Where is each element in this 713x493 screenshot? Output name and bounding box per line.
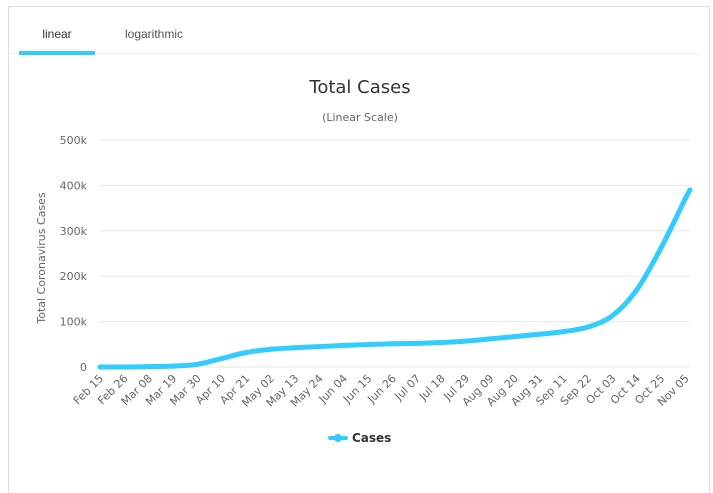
grid-lines — [100, 139, 690, 368]
data-point[interactable] — [687, 187, 693, 193]
data-point[interactable] — [146, 364, 152, 370]
data-point[interactable] — [317, 344, 323, 350]
data-point[interactable] — [121, 364, 127, 370]
data-point[interactable] — [195, 361, 201, 367]
data-point[interactable] — [219, 355, 225, 361]
tab-linear-label: linear — [42, 27, 72, 41]
y-tick-label: 200k — [60, 270, 88, 283]
legend[interactable]: Cases — [328, 431, 391, 445]
data-point[interactable] — [609, 313, 615, 319]
active-tab-indicator — [19, 51, 95, 55]
data-point[interactable] — [487, 336, 493, 342]
y-axis-ticks: 0 100k 200k 300k 400k 500k — [60, 134, 88, 374]
data-point[interactable] — [341, 342, 347, 348]
x-tick-label: Jul 18 — [416, 372, 448, 404]
x-tick-label: Jul 07 — [392, 372, 424, 404]
y-axis-label: Total Coronavirus Cases — [35, 192, 48, 325]
y-tick-label: 0 — [80, 361, 87, 374]
chart-subtitle: (Linear Scale) — [322, 111, 398, 124]
scale-tabs: linear logarithmic — [9, 7, 699, 55]
y-tick-label: 300k — [60, 225, 88, 238]
tab-logarithmic[interactable]: logarithmic — [107, 7, 201, 53]
legend-item-cases[interactable]: Cases — [352, 431, 391, 445]
data-point[interactable] — [683, 195, 689, 201]
tab-linear[interactable]: linear — [19, 7, 95, 55]
series-layer — [97, 187, 693, 370]
data-point[interactable] — [97, 364, 103, 370]
data-point[interactable] — [243, 349, 249, 355]
data-point[interactable] — [292, 345, 298, 351]
data-point[interactable] — [268, 346, 274, 352]
data-point[interactable] — [463, 338, 469, 344]
data-point[interactable] — [390, 341, 396, 347]
y-tick-label: 100k — [60, 316, 88, 329]
data-point[interactable] — [634, 287, 640, 293]
y-tick-label: 400k — [60, 179, 88, 192]
legend-symbol-marker — [334, 434, 342, 442]
data-point[interactable] — [170, 363, 176, 369]
data-point[interactable] — [585, 324, 591, 330]
data-point[interactable] — [414, 340, 420, 346]
y-tick-label: 500k — [60, 134, 88, 147]
data-point[interactable] — [439, 339, 445, 345]
chart-title: Total Cases — [308, 77, 410, 98]
chart-panel — [8, 6, 710, 493]
data-point[interactable] — [658, 245, 664, 251]
data-point[interactable] — [365, 342, 371, 348]
data-point[interactable] — [536, 331, 542, 337]
data-point[interactable] — [512, 334, 518, 340]
data-point[interactable] — [561, 329, 567, 335]
series-line-cases[interactable] — [97, 187, 693, 370]
tab-logarithmic-label: logarithmic — [124, 27, 184, 41]
